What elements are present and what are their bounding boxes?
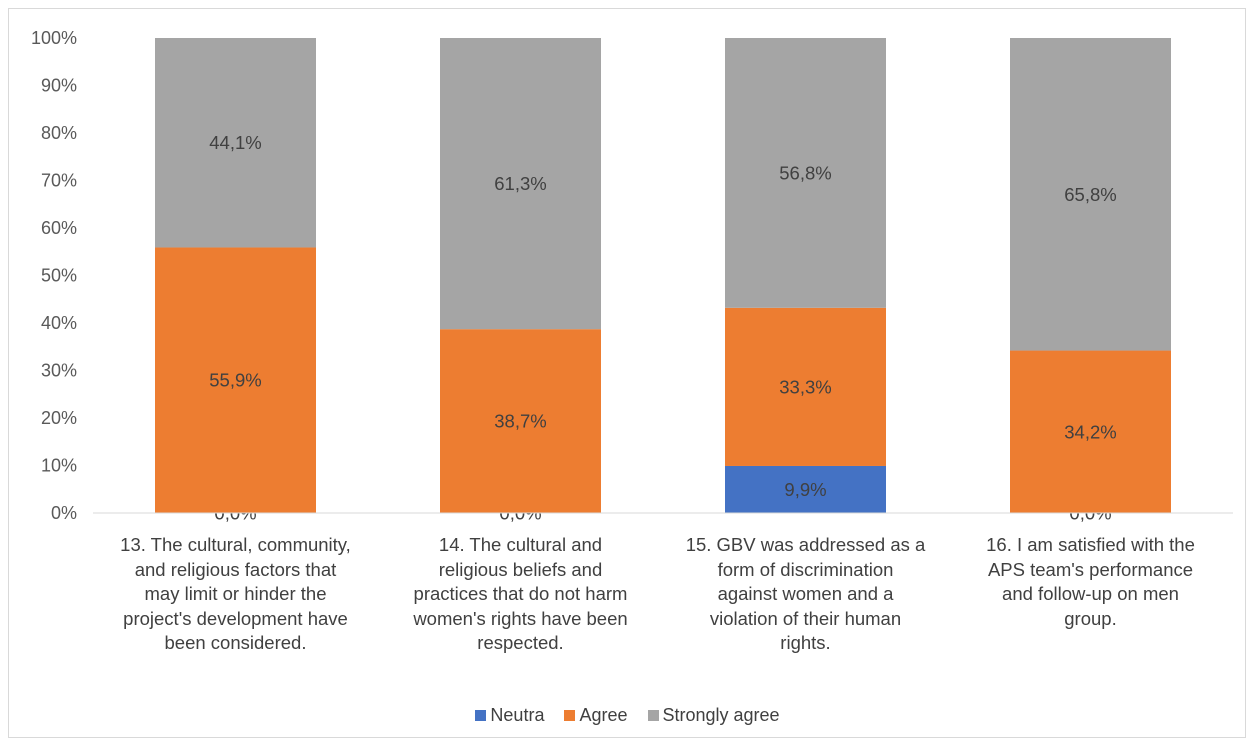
- legend-label: Strongly agree: [662, 705, 780, 725]
- category-label-line: practices that do not harm: [413, 583, 628, 604]
- category-label-line: form of discrimination: [717, 558, 894, 580]
- category-label: 13. The cultural, community, and religiou…: [91, 533, 381, 656]
- legend-swatch: [475, 710, 487, 721]
- category-label-line: violation of their human: [709, 607, 902, 629]
- data-label: 38,7%: [494, 411, 546, 432]
- legend-item: Neutra: [475, 705, 544, 726]
- legend-swatch: [564, 710, 576, 721]
- data-label: 9,9%: [784, 479, 826, 500]
- category-label: 15. GBV was addressed as a form of discri…: [661, 533, 951, 656]
- category-label-line: may limit or hinder the: [144, 583, 327, 604]
- y-tick-label: 90%: [41, 76, 77, 96]
- category-label-line: 13. The cultural, community,: [120, 534, 351, 555]
- legend: Neutra Agree Strongly agree: [0, 705, 1255, 726]
- data-label: 56,8%: [779, 162, 831, 183]
- category-label-line: been considered.: [164, 632, 307, 653]
- y-tick-label: 80%: [41, 123, 77, 143]
- category-label: 14. The cultural and religious beliefs an…: [376, 533, 666, 656]
- bar-segment: [725, 38, 886, 308]
- y-tick-label: 40%: [41, 313, 77, 333]
- category-label-line: project's development have: [123, 607, 348, 629]
- y-tick-label: 30%: [41, 361, 77, 381]
- bar-segment: [440, 329, 601, 513]
- y-tick-label: 60%: [41, 218, 77, 238]
- category-label-line: group.: [1064, 607, 1117, 629]
- category-label-line: respected.: [477, 632, 564, 653]
- category-label-line: rights.: [780, 632, 831, 653]
- category-label-line: and religious factors that: [134, 558, 337, 580]
- category-label-line: and follow-up on men: [1002, 583, 1179, 604]
- y-tick-label: 0%: [51, 503, 77, 523]
- data-label: 61,3%: [494, 173, 546, 194]
- data-label: 55,9%: [209, 370, 261, 391]
- bar-segment: [155, 247, 316, 513]
- category-label-line: against women and a: [717, 583, 894, 604]
- data-label: 44,1%: [209, 132, 261, 153]
- legend-label: Neutra: [490, 705, 545, 725]
- bar-segment: [1010, 38, 1171, 351]
- bar-segment: [725, 307, 886, 466]
- bar-segment: [440, 38, 601, 330]
- legend-item: Agree: [564, 705, 628, 726]
- data-label: 33,3%: [779, 376, 831, 397]
- category-label-line: APS team's performance: [987, 558, 1194, 580]
- bar-segment: [1010, 350, 1171, 513]
- bar-segment: [155, 38, 316, 248]
- legend-item: Strongly agree: [647, 705, 780, 726]
- category-label-line: 14. The cultural and: [438, 534, 603, 555]
- category-label-line: 16. I am satisfied with the: [986, 534, 1195, 555]
- y-tick-label: 100%: [31, 28, 77, 48]
- y-tick-label: 10%: [41, 456, 77, 476]
- data-label: 65,8%: [1064, 184, 1116, 205]
- category-label-line: religious beliefs and: [438, 558, 603, 580]
- category-label: 16. I am satisfied with the APS team's pe…: [946, 533, 1236, 631]
- legend-label: Agree: [579, 705, 628, 725]
- y-tick-label: 70%: [41, 171, 77, 191]
- category-label-line: 15. GBV was addressed as a: [685, 534, 926, 555]
- legend-swatch: [647, 710, 659, 721]
- category-label-line: women's rights have been: [413, 607, 628, 629]
- y-tick-label: 50%: [41, 266, 77, 286]
- bar-segment: [725, 465, 886, 513]
- data-label: 34,2%: [1064, 421, 1116, 442]
- y-tick-label: 20%: [41, 408, 77, 428]
